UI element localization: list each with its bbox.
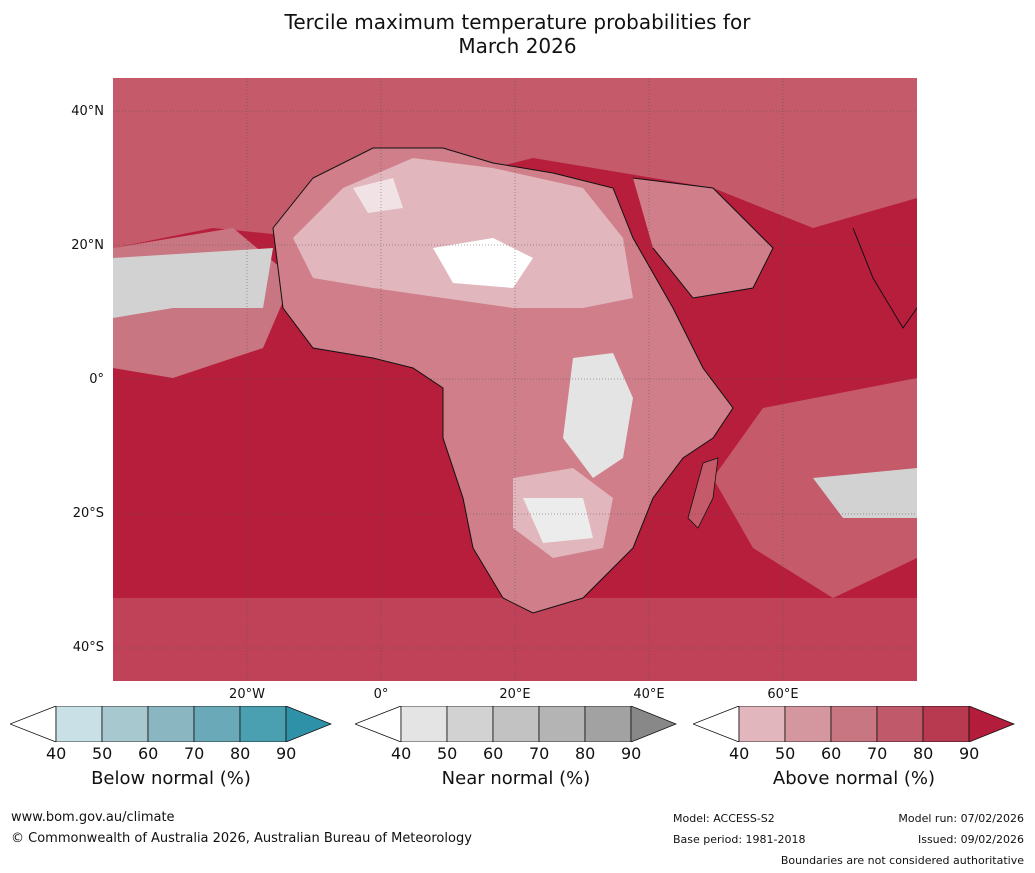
arabia-coastline	[632, 177, 774, 299]
model-text: Model: ACCESS-S2	[673, 812, 775, 825]
southern-africa-near-normal	[523, 498, 593, 543]
map-title: Tercile maximum temperature probabilitie…	[0, 10, 1035, 58]
map-canvas	[113, 78, 918, 681]
website-link[interactable]: www.bom.gov.au/climate	[11, 810, 175, 825]
colorbar-near-normal	[355, 706, 677, 742]
lon-label-40e: 40°E	[633, 687, 665, 702]
graticule	[113, 78, 917, 681]
lat-label-0: 0°	[89, 372, 104, 387]
issued-text: Issued: 09/02/2026	[917, 833, 1024, 846]
above-tick-50: 50	[775, 744, 796, 763]
title-line-1: Tercile maximum temperature probabilitie…	[284, 10, 751, 34]
below-tick-50: 50	[92, 744, 113, 763]
madagascar	[687, 457, 719, 529]
indian-ocean-near-normal	[813, 468, 917, 518]
colorbar-above-normal	[693, 706, 1015, 742]
near-tick-50: 50	[437, 744, 458, 763]
east-africa-near-normal	[563, 353, 633, 478]
below-tick-90: 90	[276, 744, 297, 763]
near-tick-60: 60	[483, 744, 504, 763]
probability-map	[113, 78, 918, 681]
near-tick-70: 70	[529, 744, 550, 763]
disclaimer-text: Boundaries are not considered authoritat…	[780, 854, 1024, 867]
below-tick-60: 60	[138, 744, 159, 763]
lat-label-40s: 40°S	[72, 640, 104, 655]
copyright-text: © Commonwealth of Australia 2026, Austra…	[11, 831, 472, 846]
atlantic-near-normal-band	[113, 248, 273, 318]
near-tick-80: 80	[575, 744, 596, 763]
colorbar-below-normal	[10, 706, 332, 742]
lon-label-20w: 20°W	[229, 687, 265, 702]
below-tick-70: 70	[184, 744, 205, 763]
lat-label-40n: 40°N	[71, 104, 104, 119]
lon-label-0: 0°	[373, 687, 389, 702]
above-tick-60: 60	[821, 744, 842, 763]
sahara-white-patch	[433, 238, 533, 288]
near-normal-title: Near normal (%)	[441, 768, 591, 789]
above-tick-70: 70	[867, 744, 888, 763]
arabian-region	[633, 178, 773, 298]
below-normal-title: Below normal (%)	[91, 768, 251, 789]
lat-label-20n: 20°N	[71, 238, 104, 253]
above-tick-90: 90	[959, 744, 980, 763]
above-tick-80: 80	[913, 744, 934, 763]
below-tick-40: 40	[46, 744, 67, 763]
above-normal-title: Above normal (%)	[772, 768, 936, 789]
indian-ocean-patch	[713, 378, 917, 598]
africa-coastline	[272, 147, 734, 614]
above-tick-40: 40	[729, 744, 750, 763]
lat-label-20s: 20°S	[72, 506, 104, 521]
base-period-text: Base period: 1981-2018	[673, 833, 806, 846]
below-tick-80: 80	[230, 744, 251, 763]
near-tick-40: 40	[391, 744, 412, 763]
lon-label-20e: 20°E	[499, 687, 531, 702]
near-tick-90: 90	[621, 744, 642, 763]
india-coastline	[852, 227, 918, 329]
north-sahara-patch	[353, 178, 403, 213]
title-line-2: March 2026	[458, 34, 577, 58]
model-run-text: Model run: 07/02/2026	[898, 812, 1024, 825]
lon-label-60e: 60°E	[767, 687, 799, 702]
